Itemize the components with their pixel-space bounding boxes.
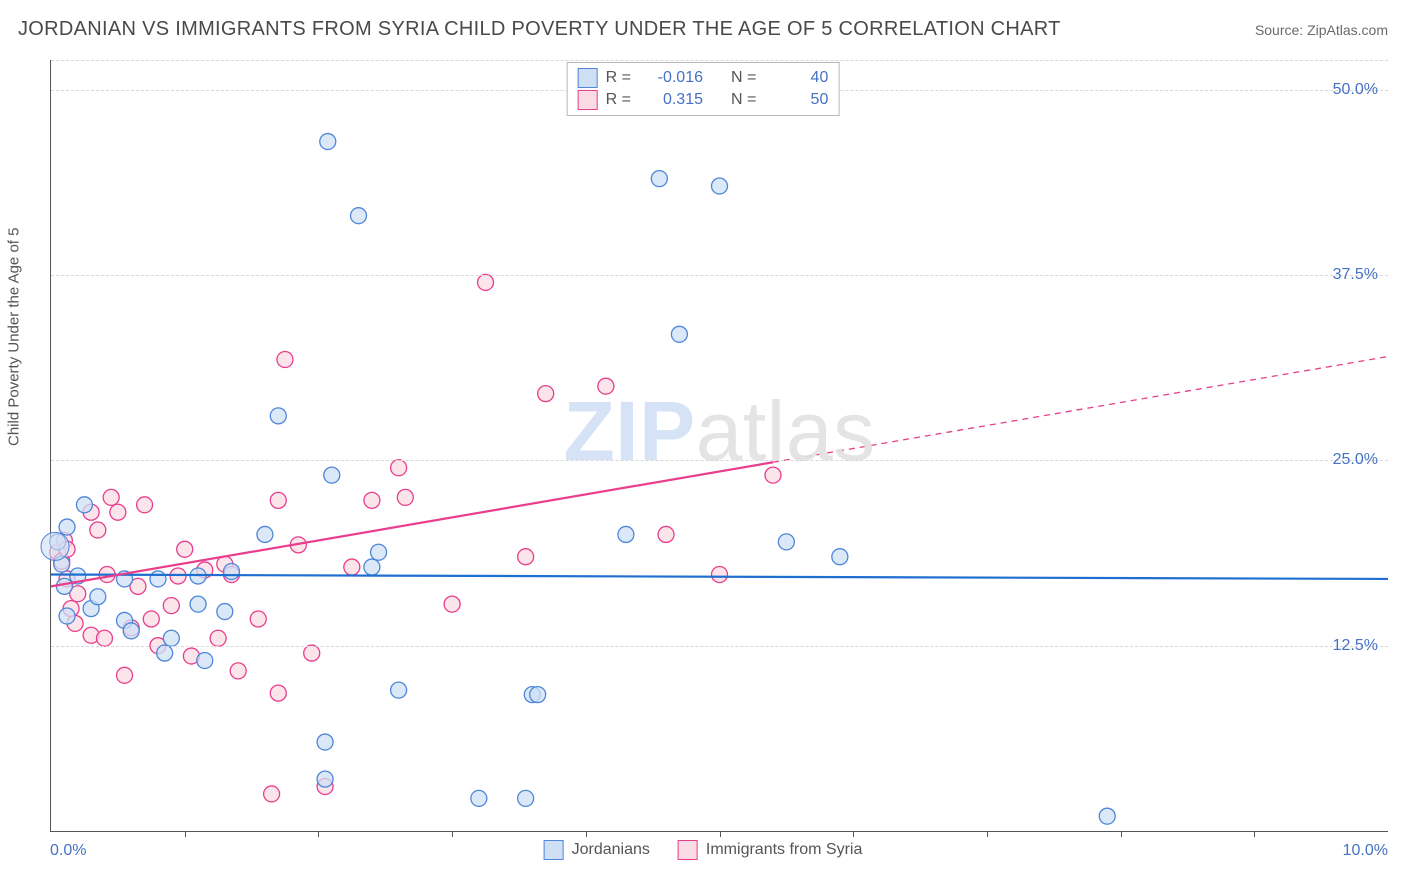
data-point [223,564,239,580]
data-point [270,408,286,424]
data-point [658,526,674,542]
n-value-syria: 50 [764,91,828,109]
data-point [765,467,781,483]
data-point [76,497,92,513]
data-point [304,645,320,661]
data-point [518,549,534,565]
data-point [371,544,387,560]
data-point [351,208,367,224]
data-point [210,630,226,646]
data-point [157,645,173,661]
r-value-syria: 0.315 [639,91,703,109]
data-point [143,611,159,627]
data-point [197,652,213,668]
data-point [530,687,546,703]
legend-label-jordanians: Jordanians [572,841,650,859]
data-point [250,611,266,627]
data-point [320,134,336,150]
data-point [324,467,340,483]
data-point [190,596,206,612]
data-point [257,526,273,542]
data-point [671,326,687,342]
n-label: N = [731,91,756,109]
data-point [163,598,179,614]
data-point [471,790,487,806]
r-value-jordanians: -0.016 [639,69,703,87]
data-point [444,596,460,612]
data-point [391,460,407,476]
data-point [117,667,133,683]
data-point [177,541,193,557]
trend-line [51,462,773,586]
data-point-large [41,532,69,560]
series-legend: Jordanians Immigrants from Syria [544,840,863,860]
data-point [832,549,848,565]
data-point [90,589,106,605]
legend-item-syria: Immigrants from Syria [678,840,862,860]
x-axis-min-label: 0.0% [50,842,86,860]
swatch-jordanians [578,68,598,88]
data-point [712,178,728,194]
data-point [103,489,119,505]
data-point [478,274,494,290]
data-point [598,378,614,394]
data-point [364,492,380,508]
data-point [96,630,112,646]
data-point [90,522,106,538]
plot-area: ZIPatlas 12.5%25.0%37.5%50.0% [50,60,1388,832]
data-point [518,790,534,806]
r-label: R = [606,69,631,87]
data-point [110,504,126,520]
data-point [123,623,139,639]
scatter-plot-svg [51,60,1388,831]
data-point [618,526,634,542]
data-point [270,685,286,701]
n-value-jordanians: 40 [764,69,828,87]
data-point [364,559,380,575]
data-point [397,489,413,505]
data-point [230,663,246,679]
data-point [137,497,153,513]
data-point [56,578,72,594]
data-point [778,534,794,550]
data-point [538,386,554,402]
data-point [277,352,293,368]
swatch-syria-icon [678,840,698,860]
data-point [344,559,360,575]
data-point [391,682,407,698]
data-point [59,519,75,535]
r-label: R = [606,91,631,109]
trend-line-extrapolated [773,357,1388,463]
y-tick-label: 12.5% [1333,637,1378,655]
y-tick-label: 37.5% [1333,266,1378,284]
n-label: N = [731,69,756,87]
data-point [317,771,333,787]
legend-row-jordanians: R = -0.016 N = 40 [578,67,829,89]
data-point [270,492,286,508]
y-axis-label: Child Poverty Under the Age of 5 [6,228,23,446]
data-point [163,630,179,646]
y-tick-label: 50.0% [1333,81,1378,99]
data-point [217,604,233,620]
data-point [59,608,75,624]
data-point [651,171,667,187]
chart-title: JORDANIAN VS IMMIGRANTS FROM SYRIA CHILD… [18,18,1061,41]
source-attribution: Source: ZipAtlas.com [1255,22,1388,38]
data-point [1099,808,1115,824]
data-point [150,571,166,587]
correlation-legend: R = -0.016 N = 40 R = 0.315 N = 50 [567,62,840,116]
y-tick-label: 25.0% [1333,451,1378,469]
legend-item-jordanians: Jordanians [544,840,650,860]
swatch-jordanians-icon [544,840,564,860]
x-axis-max-label: 10.0% [1343,842,1388,860]
legend-row-syria: R = 0.315 N = 50 [578,89,829,111]
data-point [712,566,728,582]
data-point [264,786,280,802]
data-point [317,734,333,750]
legend-label-syria: Immigrants from Syria [706,841,862,859]
swatch-syria [578,90,598,110]
